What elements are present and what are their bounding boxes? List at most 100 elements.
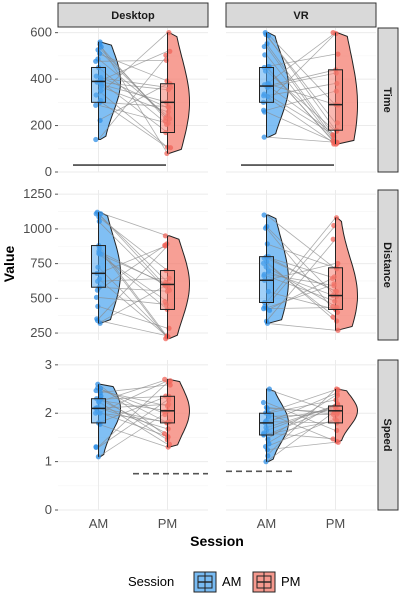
paired-line (266, 46, 336, 142)
paired-line (266, 32, 336, 85)
legend-key-pm: PM (252, 571, 301, 593)
paired-line (98, 83, 168, 103)
paired-line (98, 382, 168, 448)
paired-line (98, 53, 168, 82)
paired-line (266, 263, 336, 281)
paired-line (98, 245, 168, 320)
paired-line (266, 275, 336, 302)
point-pm (162, 233, 168, 239)
paired-line (266, 43, 336, 139)
paired-line (98, 278, 168, 338)
paired-line (98, 390, 168, 407)
paired-line (266, 273, 336, 287)
box-pm-box (160, 83, 175, 134)
paired-line (98, 90, 168, 148)
point-pm (330, 236, 336, 242)
paired-line (98, 395, 168, 400)
x-axis-title: Session (190, 533, 244, 549)
paired-line (266, 256, 336, 279)
paired-line (266, 262, 336, 318)
y-tick-label: 2 (45, 405, 52, 420)
paired-line (266, 35, 336, 124)
paired-line (266, 406, 336, 415)
y-tick-label: 750 (30, 256, 52, 271)
y-axis-title: Value (1, 246, 17, 283)
paired-line (98, 250, 168, 286)
paired-line (266, 432, 336, 440)
point-am (260, 399, 267, 406)
paired-line (266, 54, 336, 143)
point-pm (167, 48, 173, 54)
paired-line (266, 70, 336, 132)
paired-line (266, 217, 336, 303)
paired-line (266, 214, 336, 270)
x-tick-label-am: AM (89, 516, 109, 531)
y-tick-label: 600 (30, 25, 52, 40)
facet-strips: Desktop VR Time Distance Speed (57, 2, 399, 511)
paired-line (98, 423, 168, 448)
paired-line (266, 276, 336, 311)
point-pm (162, 243, 168, 249)
paired-line (266, 418, 336, 447)
point-am (93, 211, 99, 217)
paired-line (266, 225, 336, 307)
paired-line (266, 404, 336, 431)
column-strip-desktop (57, 2, 209, 28)
paired-line (266, 93, 336, 137)
point-am (93, 294, 100, 300)
paired-line (266, 66, 336, 145)
panel-speed-desktop (58, 360, 208, 511)
paired-line (266, 270, 336, 297)
paired-line (98, 100, 168, 149)
paired-line (98, 407, 168, 430)
panel-speed-vr (226, 360, 376, 511)
paired-line (98, 32, 168, 96)
paired-line (98, 411, 168, 437)
paired-line (98, 245, 168, 338)
paired-line (266, 136, 336, 143)
paired-line (98, 277, 168, 282)
row-strip-time (377, 27, 399, 173)
row-strip-label: Speed (381, 418, 393, 451)
paired-line (98, 81, 168, 91)
paired-line (266, 266, 336, 307)
legend-label: AM (222, 574, 242, 589)
point-am (98, 393, 104, 399)
paired-line (98, 398, 168, 435)
y-tick-label: 500 (30, 290, 52, 305)
point-am (261, 306, 267, 312)
paired-line (266, 408, 336, 421)
paired-line (98, 387, 168, 415)
legend-key-am: AM (193, 571, 242, 593)
point-pm (165, 379, 171, 385)
point-pm (330, 138, 336, 144)
point-pm (162, 376, 168, 382)
paired-line (266, 227, 336, 313)
paired-line (98, 58, 168, 117)
point-pm (333, 215, 340, 221)
box-am-box (91, 245, 106, 288)
row-strip-speed (377, 359, 399, 511)
paired-line (266, 72, 336, 88)
paired-line (98, 44, 168, 122)
y-tick-label: 250 (30, 325, 52, 340)
y-tick-label: 1 (45, 454, 52, 469)
x-tick-label-pm: PM (158, 516, 178, 531)
paired-line (98, 79, 168, 133)
point-am (95, 303, 101, 309)
paired-line (98, 213, 168, 289)
paired-line (266, 406, 336, 436)
panel-time-vr (226, 28, 376, 173)
y-tick-label: 0 (45, 502, 52, 517)
paired-line (266, 111, 336, 143)
y-tick-label: 0 (45, 164, 52, 179)
paired-line (98, 85, 168, 113)
box-am-box (91, 398, 106, 424)
point-am (266, 386, 272, 392)
box-am-box (259, 412, 274, 436)
point-pm (335, 439, 341, 445)
legend-title: Session (128, 574, 174, 589)
panel-distance-vr (226, 190, 376, 340)
point-pm (165, 444, 171, 450)
